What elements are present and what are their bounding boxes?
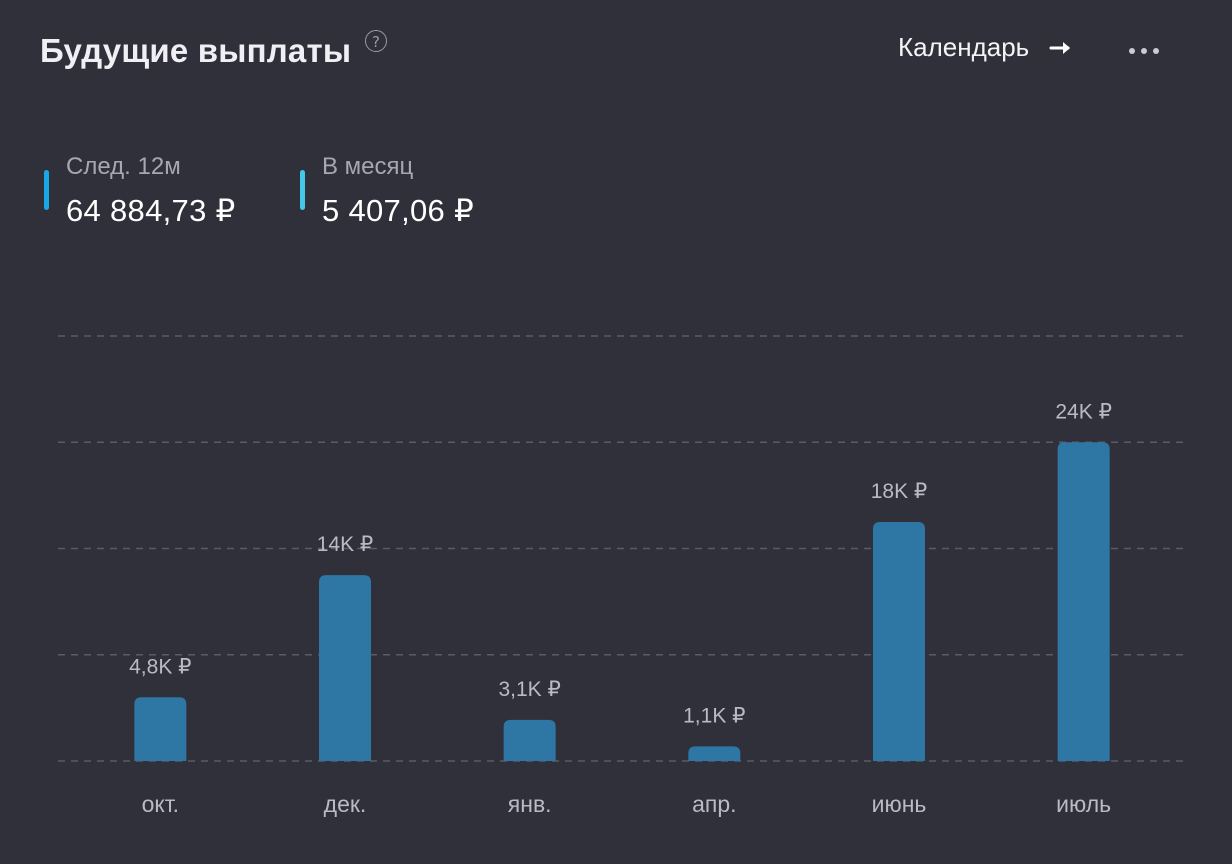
data-label: 1,1K ₽ bbox=[683, 704, 745, 727]
data-label: 3,1K ₽ bbox=[498, 678, 560, 701]
more-options-button[interactable] bbox=[1126, 36, 1166, 66]
x-tick-label: дек. bbox=[324, 791, 367, 817]
stat-label: След. 12м bbox=[66, 153, 181, 180]
bar-июль[interactable] bbox=[1057, 442, 1110, 761]
data-label: 24K ₽ bbox=[1055, 400, 1112, 423]
x-tick-label: июнь bbox=[872, 791, 927, 817]
stat-value: 5 407,06 ₽ bbox=[322, 193, 475, 228]
bar-апр.[interactable] bbox=[688, 746, 741, 761]
help-icon[interactable]: ? bbox=[365, 30, 387, 52]
calendar-link[interactable]: Календарь bbox=[898, 32, 1073, 63]
more-dots-icon bbox=[1129, 48, 1159, 54]
x-tick-label: июль bbox=[1056, 791, 1111, 817]
widget-header: Будущие выплаты ? Календарь bbox=[40, 28, 1192, 76]
x-tick-label: апр. bbox=[692, 791, 736, 817]
bar-июнь[interactable] bbox=[873, 521, 925, 761]
bar-окт.[interactable] bbox=[134, 697, 187, 761]
widget-title: Будущие выплаты bbox=[40, 32, 352, 69]
stat-label: В месяц bbox=[322, 153, 414, 180]
arrow-right-icon bbox=[1049, 41, 1071, 54]
bar-янв.[interactable] bbox=[503, 719, 556, 761]
x-tick-label: янв. bbox=[508, 791, 552, 817]
bar-дек.[interactable] bbox=[319, 575, 371, 761]
x-tick-label: окт. bbox=[142, 791, 180, 817]
stat-color-marker bbox=[44, 170, 49, 210]
data-label: 18K ₽ bbox=[871, 480, 928, 503]
data-label: 14K ₽ bbox=[317, 533, 374, 556]
data-label: 4,8K ₽ bbox=[129, 655, 191, 678]
calendar-link-label: Календарь bbox=[898, 32, 1030, 62]
stat-color-marker bbox=[300, 170, 305, 210]
stat-value: 64 884,73 ₽ bbox=[66, 193, 236, 228]
